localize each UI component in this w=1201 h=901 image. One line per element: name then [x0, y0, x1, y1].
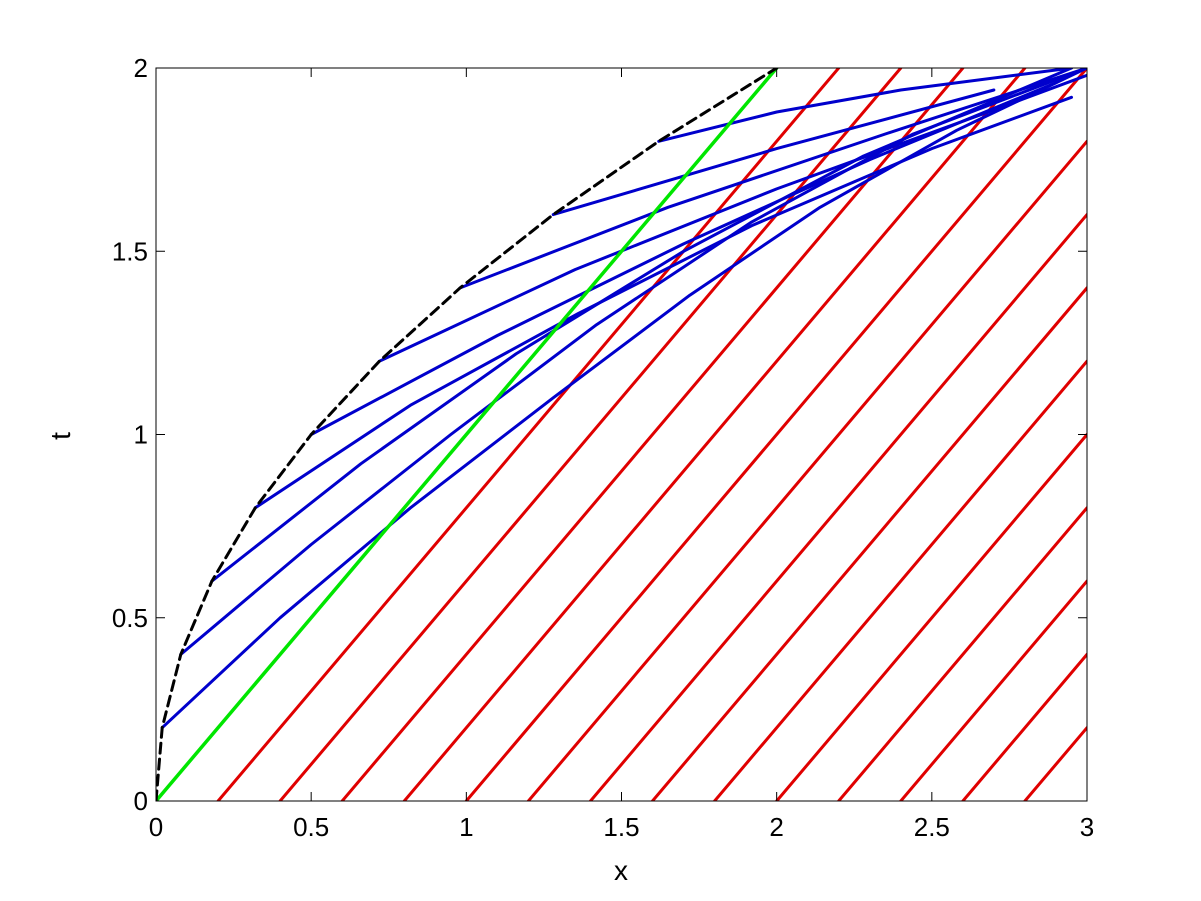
red-characteristic-3	[340, 68, 965, 801]
red-characteristic-10	[775, 433, 1087, 801]
series-layer	[156, 68, 1087, 801]
y-tick-label: 1	[134, 420, 148, 450]
red-characteristic-11	[837, 506, 1087, 801]
y-tick-label: 0.5	[112, 603, 148, 633]
red-characteristic-9	[713, 359, 1087, 801]
x-tick-label: 0.5	[293, 812, 329, 842]
y-tick-label: 0	[134, 786, 148, 816]
red-characteristic-8	[651, 286, 1087, 801]
x-tick-label: 3	[1080, 812, 1094, 842]
blue-characteristic-4	[253, 95, 1073, 510]
blue-characteristic-7	[458, 68, 1087, 290]
red-characteristic-7	[589, 213, 1087, 801]
x-tick-label: 1	[459, 812, 473, 842]
y-axis-label: t	[45, 432, 76, 440]
blue-characteristic-8	[551, 88, 996, 217]
blue-characteristic-1	[160, 68, 1087, 730]
red-characteristic-1	[216, 68, 841, 801]
x-tick-label: 2.5	[914, 812, 950, 842]
green-characteristic	[156, 68, 779, 801]
red-characteristic-14	[1023, 726, 1087, 801]
red-characteristic-12	[899, 579, 1087, 801]
y-tick-label: 2	[134, 53, 148, 83]
x-tick-label: 2	[769, 812, 783, 842]
red-characteristic-6	[526, 139, 1087, 801]
ticks-layer: 0 0.5 1 1.5 2 2.5 3 0 0.5 1 1.5 2	[112, 53, 1094, 842]
x-axis-label: x	[614, 855, 628, 886]
blue-characteristic-9	[657, 68, 1073, 143]
red-characteristic-4	[402, 68, 1027, 801]
red-characteristic-5	[464, 68, 1087, 801]
boundary-dashed-curve	[156, 68, 779, 801]
x-tick-label: 0	[149, 812, 163, 842]
x-tick-label: 1.5	[603, 812, 639, 842]
blue-characteristic-6	[377, 73, 1087, 363]
y-tick-label: 1.5	[112, 236, 148, 266]
red-characteristic-13	[961, 652, 1087, 801]
